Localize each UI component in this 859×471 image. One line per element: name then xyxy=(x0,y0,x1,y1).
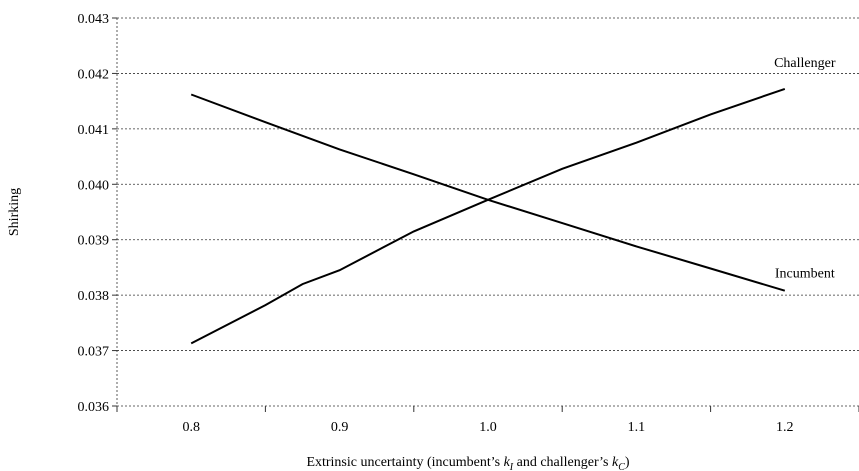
x-axis-title-part: Extrinsic uncertainty (incumbent’s xyxy=(306,455,503,470)
x-tick-label: 1.2 xyxy=(776,420,794,435)
y-tick-label: 0.040 xyxy=(78,178,110,193)
x-tick-label: 0.9 xyxy=(331,420,349,435)
x-axis-title-part: C xyxy=(618,462,625,471)
y-tick-label: 0.038 xyxy=(78,289,110,304)
labels: 0.036 0.037 0.038 0.039 0.040 0.041 0.042 0.043… xyxy=(78,12,836,435)
x-tick-label: 1.1 xyxy=(628,420,646,435)
incumbent-series-label: Incumbent xyxy=(775,267,835,282)
x-tick-label: 1.0 xyxy=(479,420,497,435)
y-tick-label: 0.041 xyxy=(78,123,110,138)
x-axis-title-part: ) xyxy=(625,455,630,470)
x-axis-title-part: and challenger’s xyxy=(513,455,612,470)
x-axis-title-part: k xyxy=(612,455,619,470)
challenger-series-label: Challenger xyxy=(774,56,836,71)
series-lines xyxy=(190,87,786,345)
axes xyxy=(112,17,859,412)
y-tick-label: 0.042 xyxy=(78,67,110,82)
y-axis-title: Shirking xyxy=(7,188,22,236)
y-tick-label: 0.036 xyxy=(78,400,110,415)
y-tick-label: 0.043 xyxy=(78,12,110,27)
y-tick-label: 0.039 xyxy=(78,234,110,249)
x-axis-title-part: I xyxy=(509,462,514,471)
challenger-line xyxy=(190,87,786,345)
x-axis-title: Extrinsic uncertainty (incumbent’s kI an… xyxy=(306,455,629,471)
y-tick-label: 0.037 xyxy=(78,345,110,360)
x-tick-label: 0.8 xyxy=(182,420,200,435)
x-axis-title-part: k xyxy=(504,455,511,470)
gridlines xyxy=(117,17,859,407)
incumbent-line xyxy=(190,93,786,292)
